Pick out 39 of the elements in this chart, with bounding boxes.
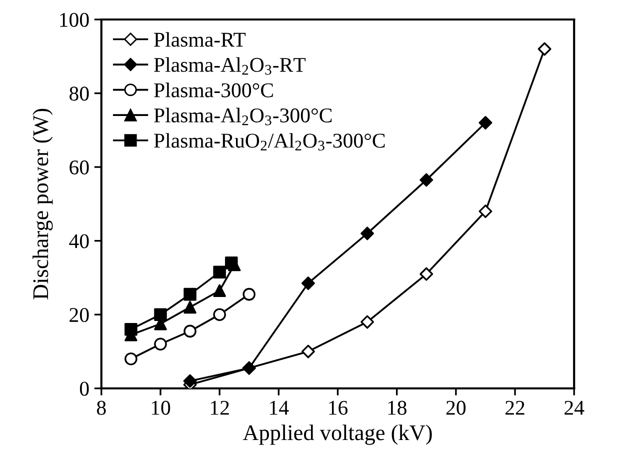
legend-label: Plasma-RuO$_{2}$/Al$_{2}$O$_{3}$-300°C — [154, 133, 385, 151]
legend-label: Plasma-300°C — [154, 82, 273, 98]
x-tick-label: 10 — [152, 400, 170, 415]
point — [360, 315, 374, 329]
point — [301, 344, 315, 358]
point — [301, 276, 315, 290]
point — [224, 256, 238, 270]
x-tick-label: 24 — [564, 400, 584, 415]
y-tick-label: 0 — [80, 382, 89, 396]
point — [478, 116, 492, 130]
x-axis-title: Applied voltage (kV) — [242, 424, 432, 445]
point — [360, 226, 374, 240]
y-tick-label: 40 — [69, 234, 89, 248]
x-tick-label: 8 — [96, 400, 106, 415]
point — [478, 204, 492, 218]
point — [184, 300, 196, 314]
legend-label: Plasma-Al$_{2}$O$_{3}$-RT — [154, 57, 306, 75]
point — [213, 266, 226, 279]
x-tick-label: 22 — [506, 400, 524, 415]
x-tick-label: 14 — [270, 400, 289, 415]
y-tick-label: 60 — [70, 160, 89, 174]
point — [124, 322, 138, 336]
y-tick-label: 20 — [70, 308, 89, 322]
legend-label: Plasma-RT — [154, 32, 246, 47]
point — [184, 288, 196, 301]
legend-label: Plasma-Al$_{2}$O$_{3}$-300°C — [154, 108, 332, 126]
point — [420, 267, 434, 281]
x-tick-label: 18 — [388, 400, 406, 415]
y-tick-label: 100 — [60, 12, 89, 27]
x-tick-label: 16 — [329, 400, 348, 415]
y-axis-title: Discharge power (W) — [32, 108, 53, 300]
y-tick-label: 80 — [70, 86, 89, 101]
x-tick-label: 20 — [446, 400, 466, 415]
x-tick-label: 12 — [210, 400, 229, 415]
point — [538, 42, 552, 56]
point — [213, 284, 226, 298]
point — [183, 374, 197, 388]
point — [154, 308, 167, 321]
point — [420, 173, 434, 187]
